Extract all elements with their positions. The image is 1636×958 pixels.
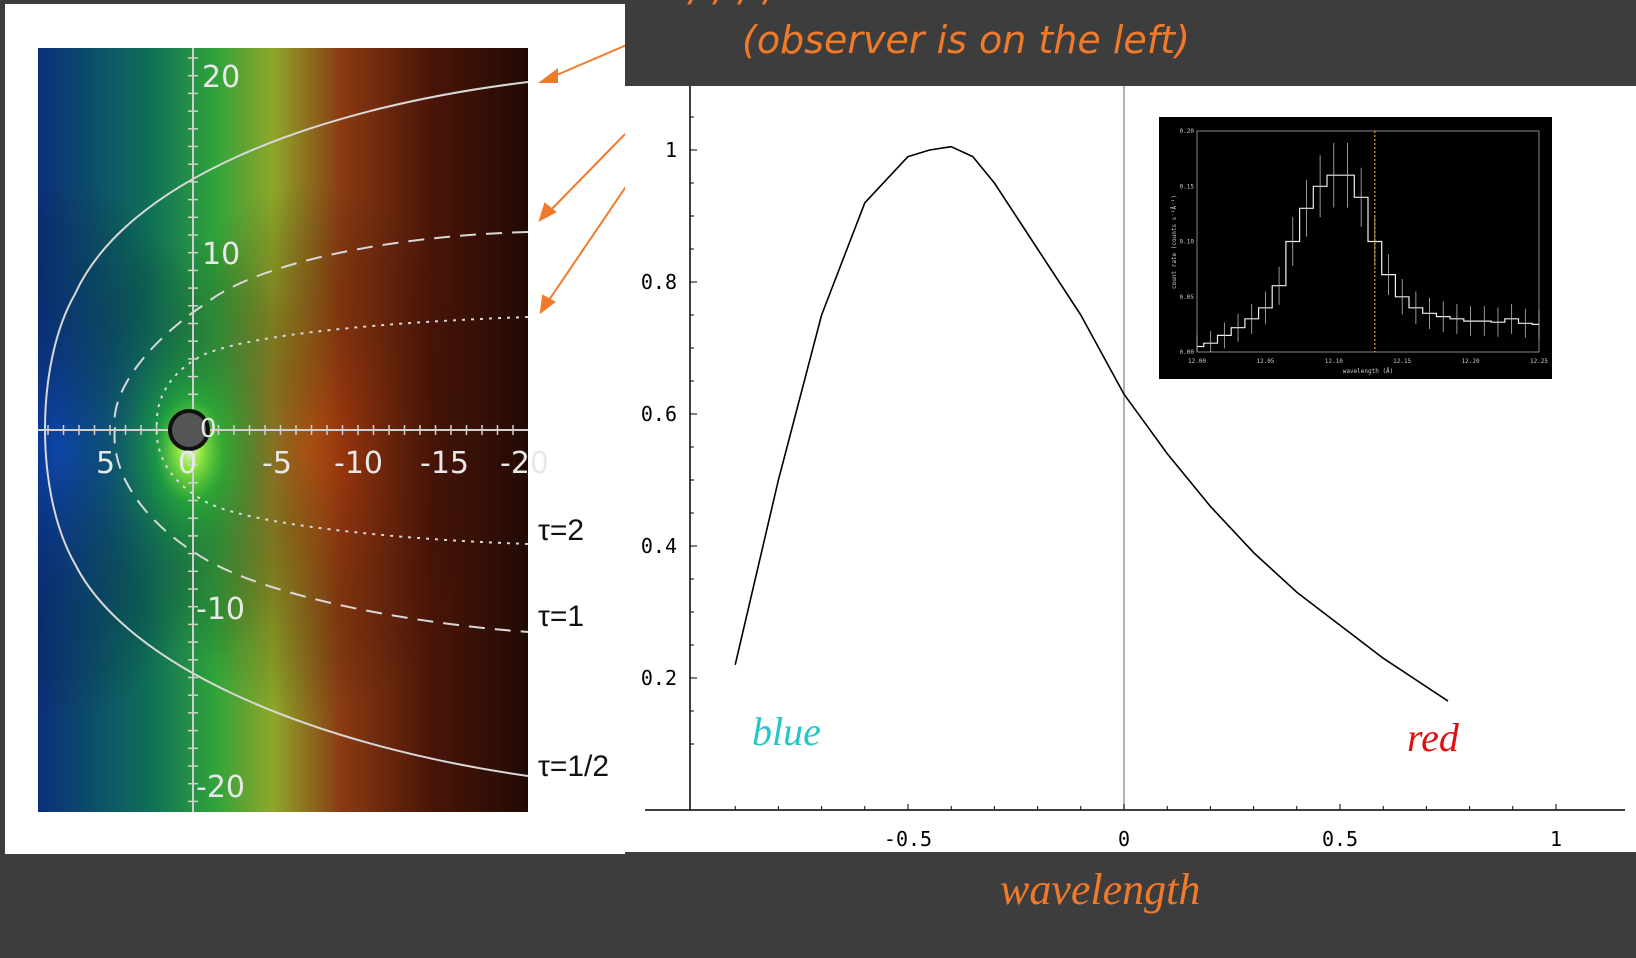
map-x-tick-0: 0 (178, 446, 198, 481)
y-tick-label: 0.8 (641, 270, 677, 294)
tau-two-contour (155, 316, 529, 545)
x-tick-label: 0 (1118, 827, 1130, 851)
arrow-tau-one (544, 132, 625, 217)
arrow-tau-two (544, 186, 625, 307)
map-x-tick-neg10: -10 (334, 446, 383, 481)
central-star (168, 409, 210, 451)
inset-x-tick-label: 12.20 (1462, 358, 1480, 365)
inset-x-tick-label: 12.15 (1393, 358, 1411, 365)
x-tick-label: 0.5 (1322, 827, 1358, 851)
header-caption-line2: (observer is on the left) (742, 18, 1190, 62)
inset-y-tick-label: 0.00 (1180, 349, 1195, 356)
tau-label-1: τ=1 (538, 600, 585, 633)
inset-spectrum-chart: 12.00 12.05 12.10 12.15 12.20 12.25 0.00 0.05 0.… (1159, 117, 1552, 379)
optical-depth-map (38, 44, 625, 812)
y-tick-label: 0.4 (641, 534, 677, 558)
tau-one-contour (113, 231, 529, 633)
tau-label-2: τ=2 (538, 514, 585, 547)
map-y-tick-10: 10 (202, 237, 241, 272)
inset-y-tick-label: 0.10 (1180, 239, 1195, 246)
arrow-tau-half (544, 44, 625, 81)
inset-plot-frame (1196, 130, 1540, 353)
inset-x-tick-label: 12.25 (1530, 358, 1548, 365)
inset-y-tick-label: 0.15 (1180, 183, 1195, 190)
blue-label: blue (752, 709, 821, 754)
x-tick-label: 1 (1550, 827, 1562, 851)
y-tick-label: 0.6 (641, 402, 677, 426)
red-label: red (1407, 715, 1459, 760)
tau-label-half: τ=1/2 (538, 750, 610, 783)
inset-spectrum-line (1197, 174, 1539, 348)
inset-x-tick-label: 12.05 (1256, 358, 1274, 365)
inset-x-axis-label: wavelength (Å) (1343, 368, 1394, 375)
map-y-tick-neg10: -10 (196, 592, 245, 627)
x-axis-title: wavelength (1000, 865, 1201, 914)
profile-line (734, 145, 1449, 702)
map-y-tick-neg20: -20 (196, 770, 245, 805)
y-tick-label: 1 (665, 138, 677, 162)
inset-y-tick-label: 0.05 (1180, 294, 1195, 301)
map-x-tick-neg5: -5 (262, 446, 292, 481)
inset-x-tick-label: 12.10 (1325, 358, 1343, 365)
map-origin-label: 0 (200, 414, 217, 444)
header-caption-line1: / / / / (690, 0, 777, 10)
inset-y-axis-label: count rate (counts s⁻¹Å⁻¹) (1171, 195, 1178, 289)
map-x-tick-neg15: -15 (420, 446, 469, 481)
line-profile-chart: -0.5 0 0.5 1 0.2 0.4 0.6 0.8 1 (641, 86, 1625, 851)
inset-x-tick-label: 12.00 (1188, 358, 1206, 365)
map-x-tick-neg20: -20 (500, 446, 549, 481)
map-x-tick-5: 5 (96, 446, 116, 481)
inset-y-tick-label: 0.20 (1180, 128, 1195, 135)
y-tick-label: 0.2 (641, 666, 677, 690)
map-y-tick-20: 20 (202, 60, 241, 95)
x-tick-label: -0.5 (884, 827, 932, 851)
